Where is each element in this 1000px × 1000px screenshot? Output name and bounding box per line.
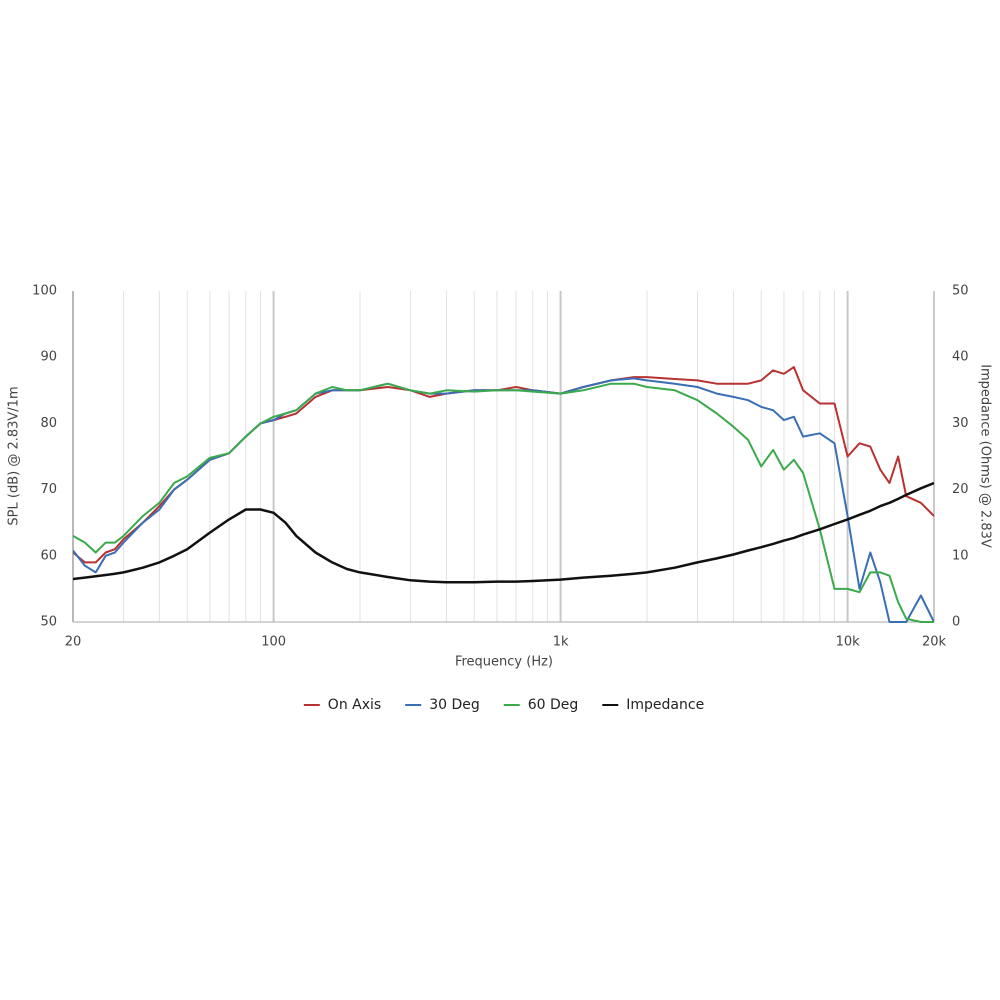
x-tick-label: 20 (65, 635, 82, 650)
y2-tick-label: 40 (952, 350, 969, 365)
x-tick-label: 10k (836, 635, 861, 650)
legend: On Axis 30 Deg 60 Deg Impedance (303, 697, 704, 713)
x-tick-label: 100 (261, 635, 286, 650)
x-tick-label: 20k (922, 635, 947, 650)
y-axis-label: SPL (dB) @ 2.83V/1m (7, 386, 22, 525)
y2-tick-label: 0 (952, 615, 960, 630)
series-line (73, 382, 934, 623)
legend-label: On Axis (328, 697, 381, 713)
plot-area (73, 366, 934, 623)
y-tick-label: 50 (40, 615, 57, 630)
y-tick-label: 90 (40, 350, 57, 365)
y-tick-label: 80 (40, 416, 57, 431)
y2-tick-label: 30 (952, 416, 969, 431)
y2-tick-label: 50 (952, 284, 969, 299)
legend-label: 30 Deg (429, 697, 480, 713)
legend-label: Impedance (626, 697, 704, 713)
y2-tick-label: 20 (952, 482, 969, 497)
x-axis-label: Frequency (Hz) (455, 655, 553, 670)
y2-tick-label: 10 (952, 548, 969, 563)
y-tick-label: 70 (40, 482, 57, 497)
legend-label: 60 Deg (528, 697, 579, 713)
series-line (73, 377, 934, 623)
y-tick-label: 100 (32, 284, 57, 299)
y-tick-label: 60 (40, 548, 57, 563)
y2-axis-label: Impedance (Ohms) @ 2.83V (978, 364, 993, 548)
x-tick-label: 1k (553, 635, 569, 650)
series-line (73, 481, 934, 584)
